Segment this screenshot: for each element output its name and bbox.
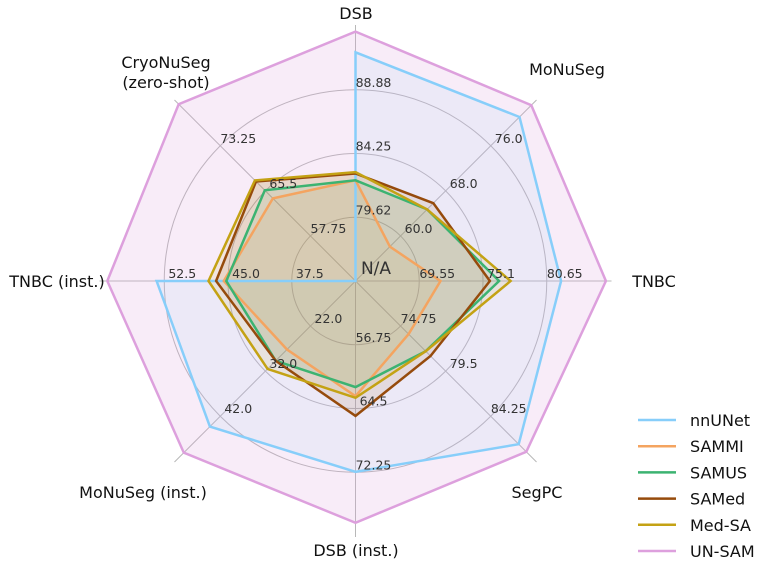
- axis-label-monuseg: MoNuSeg: [529, 60, 605, 79]
- tick-label: 84.25: [491, 401, 527, 416]
- tick-label: 52.5: [168, 266, 196, 281]
- axis-label-cryonuseg-zero-shot: CryoNuSeg: [121, 53, 210, 72]
- axis-labels: DSB MoNuSeg TNBC SegPC DSB (inst.) MoNuSeg (i…: [8, 4, 676, 560]
- tick-label: 73.25: [220, 131, 256, 146]
- axis-line-segpc: [355, 280, 537, 463]
- legend-label-nnunet: nnUNet: [690, 411, 750, 430]
- legend-label-med-sa: Med-SA: [690, 516, 751, 535]
- tick-label: 76.0: [495, 131, 523, 146]
- legend: nnUNet SAMMI SAMUS SAMed Med-SA UN-SAM: [638, 411, 755, 561]
- tick-label: 84.25: [356, 139, 392, 154]
- tick-label: 57.75: [311, 221, 347, 236]
- tick-label: 74.75: [401, 311, 437, 326]
- tick-label: 72.25: [356, 457, 392, 472]
- legend-label-un-sam: UN-SAM: [690, 542, 755, 561]
- tick-label: 56.75: [356, 330, 392, 345]
- series-fill-sammi: [223, 180, 441, 397]
- axis-label-segpc: SegPC: [512, 483, 563, 502]
- tick-label: 79.5: [450, 356, 478, 371]
- tick-label: 75.1: [487, 266, 515, 281]
- tick-label: 45.0: [232, 266, 260, 281]
- series-layer: [105, 30, 608, 525]
- axis-label-tnbc: TNBC: [631, 272, 676, 291]
- axis-label-cryonuseg-zero-shot: (zero-shot): [122, 73, 209, 92]
- axis-label-monuseg-inst: MoNuSeg (inst.): [79, 483, 207, 502]
- tick-label: 60.0: [405, 221, 433, 236]
- series-fill-samus: [226, 180, 500, 388]
- tick-label: 80.65: [547, 266, 583, 281]
- legend-label-samed: SAMed: [690, 490, 745, 509]
- axis-label-tnbc-inst: TNBC (inst.): [8, 272, 104, 291]
- axis-line-monuseg-inst: [174, 280, 356, 463]
- tick-label: 64.5: [360, 394, 388, 409]
- tick-label: 32.0: [269, 356, 297, 371]
- tick-labels: 79.62 84.25 88.88 60.0 68.0 76.0 69.55 75.1 80.6…: [168, 75, 582, 473]
- tick-label: 68.0: [450, 176, 478, 191]
- axis-label-dsb: DSB: [339, 4, 372, 23]
- axis-line-monuseg: [355, 99, 537, 282]
- center-label-na: N/A: [361, 259, 391, 279]
- tick-label: 37.5: [296, 266, 324, 281]
- series-fill-nnunet: [156, 52, 562, 472]
- tick-label: 69.55: [419, 266, 455, 281]
- tick-label: 88.88: [356, 75, 392, 90]
- tick-label: 79.62: [356, 202, 392, 217]
- axis-label-dsb-inst: DSB (inst.): [313, 541, 398, 560]
- legend-label-samus: SAMUS: [690, 463, 747, 482]
- legend-label-sammi: SAMMI: [690, 437, 744, 456]
- tick-label: 22.0: [315, 311, 343, 326]
- tick-label: 42.0: [224, 401, 252, 416]
- tick-label: 65.5: [269, 176, 297, 191]
